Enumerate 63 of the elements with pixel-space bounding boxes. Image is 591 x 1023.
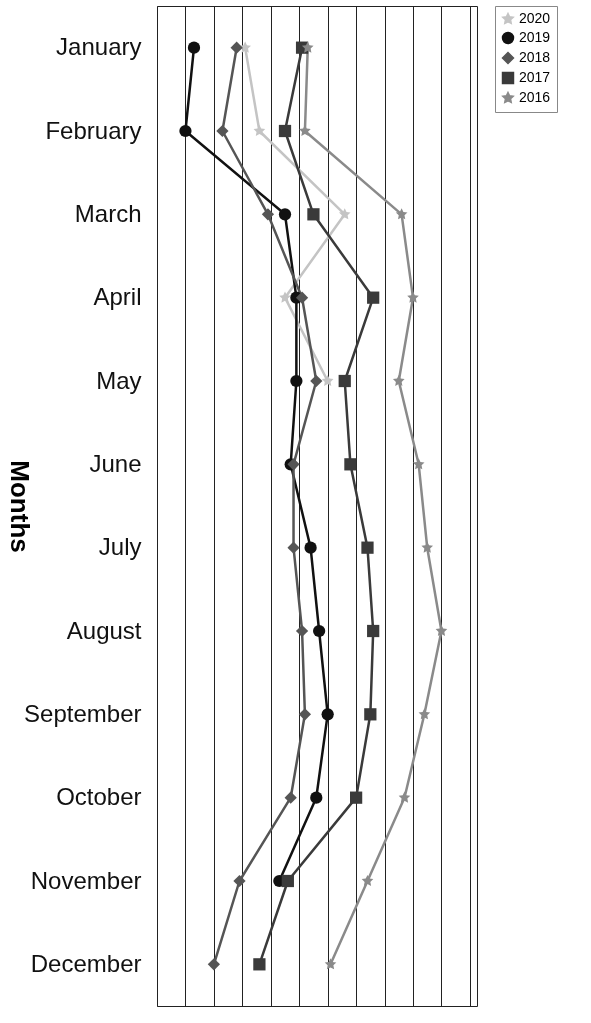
y-tick-label: October [56, 783, 142, 811]
point [398, 791, 411, 803]
y-tick-label: July [98, 533, 142, 561]
point [301, 41, 314, 53]
point [278, 124, 292, 138]
point [407, 291, 419, 303]
point [361, 874, 374, 886]
point [278, 208, 292, 221]
point [338, 208, 351, 220]
point [310, 374, 323, 388]
point [216, 124, 229, 138]
legend-label: 2016 [519, 89, 551, 105]
point [321, 374, 334, 386]
point [307, 208, 320, 221]
point [367, 291, 380, 304]
point [207, 958, 221, 971]
point [187, 41, 201, 54]
point [281, 874, 294, 888]
point [261, 208, 275, 221]
legend-label: 2018 [519, 49, 551, 65]
point [313, 624, 326, 638]
y-tick-label: June [89, 449, 142, 477]
point [361, 541, 374, 554]
y-tick-label: March [74, 199, 142, 227]
point [349, 791, 363, 804]
legend-label: 2017 [519, 69, 551, 85]
y-tick-label: February [45, 116, 142, 144]
point [298, 708, 312, 721]
y-tick-label: May [96, 366, 142, 394]
y-tick-label: January [56, 33, 142, 61]
point [395, 208, 408, 220]
point [230, 41, 243, 54]
legend-label: 2020 [519, 10, 551, 26]
y-tick-label: November [30, 866, 142, 894]
y-tick-label: April [93, 283, 142, 311]
point [287, 541, 300, 554]
point [310, 791, 323, 804]
point [338, 374, 351, 388]
point [412, 458, 425, 470]
y-tick-label: September [24, 699, 142, 727]
point [279, 291, 291, 303]
point [367, 624, 380, 638]
point [290, 374, 303, 388]
point [233, 874, 246, 888]
y-axis-title: Months [5, 460, 36, 553]
point [304, 541, 317, 554]
y-tick-label: December [30, 949, 142, 977]
point [239, 41, 251, 53]
point [295, 291, 309, 304]
point [392, 374, 405, 386]
point [253, 958, 266, 971]
legend-label: 2019 [519, 29, 551, 45]
point [364, 708, 377, 721]
point [284, 791, 297, 804]
point [295, 624, 309, 638]
point [321, 708, 334, 721]
point [418, 708, 431, 720]
point [179, 124, 192, 138]
point [253, 124, 266, 136]
point [435, 624, 448, 636]
y-tick-label: August [66, 616, 142, 644]
point [324, 958, 337, 970]
point [344, 458, 357, 471]
